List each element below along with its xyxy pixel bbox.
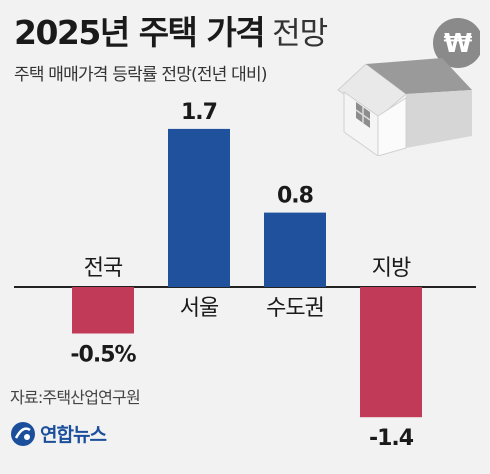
chart-title-suffix: 전망 bbox=[272, 16, 328, 52]
value-label: -0.5% bbox=[70, 343, 136, 368]
chart-subtitle: 주택 매매가격 등락률 전망(전년 대비) bbox=[14, 65, 267, 85]
bar-3 bbox=[264, 212, 326, 287]
bar-1 bbox=[72, 287, 134, 334]
category-label: 지방 bbox=[372, 256, 411, 281]
bar-2 bbox=[168, 128, 230, 287]
house-icon bbox=[337, 58, 472, 156]
value-label: -1.4 bbox=[369, 426, 414, 451]
title-row: 2025년 주택 가격 전망 bbox=[14, 6, 328, 54]
value-label: 1.7 bbox=[181, 100, 217, 125]
value-label: 0.8 bbox=[277, 184, 313, 209]
chart-title: 2025년 주택 가격 bbox=[14, 13, 266, 52]
category-label: 전국 bbox=[84, 256, 123, 281]
logo-text: 연합뉴스 bbox=[40, 424, 107, 446]
category-label: 수도권 bbox=[266, 296, 324, 321]
source-text: 자료:주택산업연구원 bbox=[10, 388, 141, 407]
category-label: 서울 bbox=[180, 296, 219, 321]
house-with-won-bubble-icon: ₩ bbox=[337, 18, 480, 156]
bar-4 bbox=[360, 287, 422, 418]
yonhap-logo: 연합뉴스 bbox=[10, 420, 107, 447]
won-symbol: ₩ bbox=[444, 29, 473, 59]
yonhap-logo-icon bbox=[11, 421, 35, 446]
